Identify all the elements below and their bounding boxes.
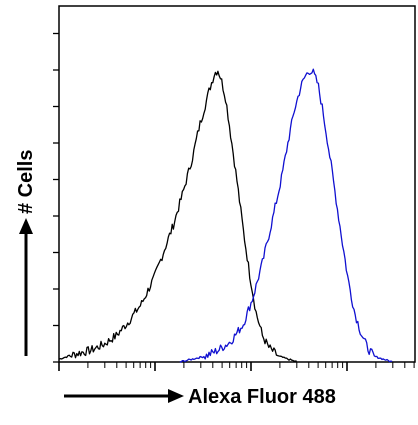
plot-frame <box>58 5 416 363</box>
x-axis-arrow-head <box>168 389 184 403</box>
series-layer <box>58 68 393 363</box>
x-axis-label: Alexa Fluor 488 <box>188 386 336 408</box>
x-axis-ticks <box>58 362 415 371</box>
y-axis-ticks <box>53 32 59 363</box>
y-axis-label: # Cells <box>15 150 37 214</box>
control-histogram-line <box>58 70 297 362</box>
stained-histogram-line <box>179 68 393 363</box>
y-axis-arrow-head <box>19 218 33 234</box>
